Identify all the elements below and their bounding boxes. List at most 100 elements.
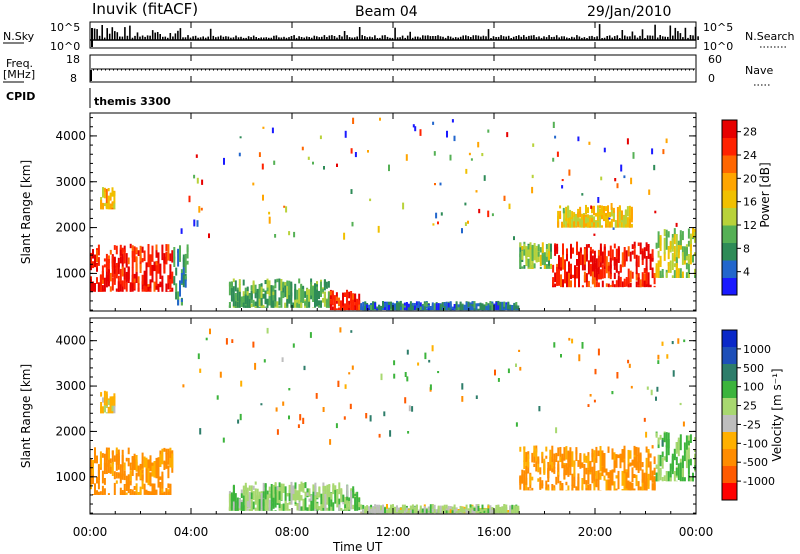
velocity-cell bbox=[678, 438, 680, 451]
velocity-cell bbox=[662, 458, 664, 469]
velocity-cell bbox=[281, 484, 283, 501]
power-cell bbox=[404, 308, 406, 311]
nsky-bar bbox=[399, 37, 401, 40]
power-cell bbox=[318, 300, 320, 305]
power-cell bbox=[272, 292, 274, 296]
velocity-cell bbox=[470, 507, 472, 513]
nsky-bars bbox=[90, 24, 699, 47]
velocity-scatter-point bbox=[411, 406, 413, 412]
nsky-bar bbox=[367, 37, 369, 40]
power-cell bbox=[578, 252, 580, 269]
nsearch-tick-bottom: 10^0 bbox=[703, 40, 733, 53]
power-cell bbox=[619, 223, 621, 228]
power-colorbar-tick-label: 4 bbox=[743, 266, 750, 279]
power-cell bbox=[682, 252, 684, 265]
power-cell bbox=[636, 282, 638, 288]
velocity-cell bbox=[531, 488, 533, 491]
power-scatter-point bbox=[604, 148, 606, 153]
velocity-cell bbox=[575, 486, 577, 490]
velocity-cell bbox=[376, 505, 378, 513]
velocity-cell bbox=[521, 470, 523, 481]
nsky-bar bbox=[197, 38, 199, 40]
velocity-scatter-point bbox=[352, 366, 354, 370]
velocity-cell bbox=[648, 474, 650, 489]
power-scatter-point bbox=[196, 154, 198, 158]
velocity-scatter-point bbox=[657, 360, 659, 364]
nsky-bar bbox=[629, 36, 631, 40]
power-cell bbox=[274, 301, 276, 306]
velocity-cell bbox=[289, 502, 291, 505]
velocity-cell bbox=[384, 507, 386, 513]
power-cell bbox=[130, 244, 132, 248]
nsky-bar bbox=[331, 35, 333, 40]
power-cell bbox=[618, 246, 620, 260]
velocity-region bbox=[519, 445, 655, 490]
velocity-cell bbox=[688, 475, 690, 482]
power-scatter-point bbox=[369, 199, 371, 202]
power-cell bbox=[169, 253, 171, 261]
power-cell bbox=[595, 221, 597, 228]
velocity-cell bbox=[124, 470, 126, 475]
power-scatter-point bbox=[197, 178, 199, 184]
velocity-cell bbox=[113, 393, 115, 405]
velocity-cell bbox=[94, 493, 96, 495]
power-cell bbox=[642, 272, 644, 286]
power-cell bbox=[298, 288, 300, 304]
power-cell bbox=[344, 292, 346, 297]
power-cell bbox=[124, 268, 126, 280]
power-cell bbox=[587, 207, 589, 213]
velocity-cell bbox=[668, 471, 670, 481]
velocity-cell bbox=[688, 441, 690, 445]
velocity-scatter-point bbox=[656, 387, 658, 392]
power-scatter-point bbox=[531, 187, 533, 193]
power-scatter-point bbox=[193, 175, 195, 179]
nsky-bar bbox=[480, 37, 482, 40]
power-cell bbox=[124, 249, 126, 263]
nsky-bar bbox=[505, 37, 507, 40]
power-cell bbox=[676, 234, 678, 250]
velocity-cell bbox=[269, 500, 271, 511]
power-cell bbox=[146, 271, 148, 287]
velocity-cell bbox=[652, 483, 654, 490]
velocity-cell bbox=[94, 452, 96, 460]
power-cell bbox=[586, 273, 588, 282]
power-cell bbox=[568, 261, 570, 267]
nsky-bar bbox=[243, 38, 245, 40]
velocity-scatter-point bbox=[407, 350, 409, 355]
power-cell bbox=[660, 271, 662, 278]
velocity-cell bbox=[656, 479, 658, 481]
power-cell bbox=[464, 305, 466, 310]
power-cell bbox=[594, 277, 596, 287]
power-cell bbox=[378, 305, 380, 310]
nsky-bar bbox=[377, 38, 379, 40]
velocity-cell bbox=[159, 454, 161, 467]
power-cell bbox=[165, 244, 167, 251]
power-cell bbox=[300, 284, 302, 301]
power-cell bbox=[638, 243, 640, 247]
velocity-scatter-point bbox=[231, 339, 233, 343]
power-cell bbox=[616, 280, 618, 287]
y-tick-label: 3000 bbox=[55, 379, 86, 393]
velocity-cell bbox=[668, 439, 670, 455]
nsky-bar bbox=[591, 36, 593, 40]
power-cell bbox=[548, 261, 550, 267]
velocity-colorbar-tick-label: 500 bbox=[743, 362, 764, 375]
velocity-cell bbox=[438, 506, 440, 513]
nsky-bar bbox=[374, 35, 376, 40]
power-cell bbox=[122, 280, 124, 286]
velocity-cell bbox=[293, 486, 295, 494]
power-cell bbox=[384, 303, 386, 308]
power-colorbar-tick-label: 16 bbox=[743, 196, 757, 209]
power-cell bbox=[158, 284, 160, 292]
power-scatter-point bbox=[208, 233, 210, 238]
velocity-panel: 1000200030004000 Slant Range [km] 100050… bbox=[19, 318, 784, 514]
nsky-bar bbox=[266, 37, 268, 40]
site-title: Inuvik (fitACF) bbox=[92, 0, 198, 18]
power-cell bbox=[284, 306, 286, 308]
velocity-cell bbox=[579, 455, 581, 469]
power-scatter-point bbox=[532, 175, 534, 178]
power-cell bbox=[519, 252, 521, 268]
velocity-cell bbox=[531, 477, 533, 481]
power-cell bbox=[620, 265, 622, 271]
power-cell bbox=[134, 246, 136, 262]
